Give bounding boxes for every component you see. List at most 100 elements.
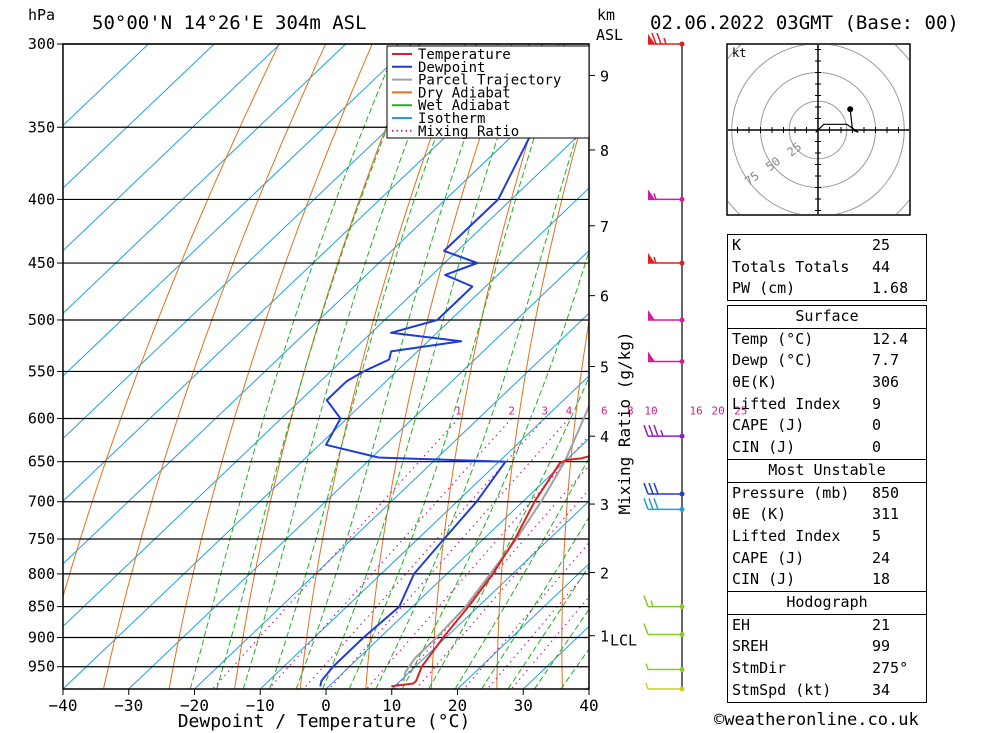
pressure-tick-label: 300 [28,35,55,53]
wind-barb-flag [643,498,649,510]
legend-box [386,45,590,139]
most-unstable-row: CIN (J) 18 [728,569,926,591]
wind-barb-flag [643,482,649,495]
hodograph-row: StmSpd (kt) 34 [728,680,926,702]
wind-barb-half-flag [650,600,654,607]
index-value: 0 [872,438,882,457]
wind-barb-half-flag [653,193,657,200]
isotherm-line [63,44,478,440]
dry-adiabat-line [430,44,560,689]
hodograph-ring-label: 25 [784,139,804,159]
mixing-ratio-line [303,418,546,689]
surface-row: CIN (J) 0 [728,437,926,459]
wet-adiabat-line [348,44,566,689]
wind-barb-pennant [648,34,655,44]
index-label: CIN (J) [732,570,796,589]
plot-frame [62,43,590,690]
wind-barb-flag [648,498,654,510]
height-tick-label: 1 [600,628,609,646]
isotherm-line [63,44,281,252]
index-label: Lifted Index [732,394,841,413]
temperature-tick-label: −30 [114,696,143,715]
pressure-tick-label: 650 [28,453,55,471]
pressure-tick-label: 800 [28,565,55,583]
index-value: 0 [872,416,882,435]
temperature-tick-label: 30 [514,696,533,715]
indices-lower-table: Surface Temp (°C) 12.4 Dewp (°C) 7.7 θE(K) 306… [727,305,927,703]
isotherm-line [63,44,215,189]
wind-barb-flag [653,498,659,510]
height-tick-label: 9 [600,67,609,85]
dry-adiabat-line [625,44,699,689]
index-label: CIN (J) [732,438,796,457]
wind-barb-flag [656,32,662,45]
wind-barb-flag [651,32,657,45]
height-tick-label: 8 [600,142,609,160]
index-label: Pressure (mb) [732,483,850,502]
wet-adiabat-line [428,375,589,689]
wind-barb-half-flag [645,682,649,690]
wind-barb-pennant [648,253,655,264]
pressure-tick-label: 550 [28,362,55,380]
mixing-ratio-label: 25 [734,404,747,417]
index-label: CAPE (J) [732,548,805,567]
surface-row: CAPE (J) 0 [728,415,926,437]
wet-adiabat-line [269,44,471,689]
hodograph-unit-label: kt [732,46,746,60]
wet-adiabat-line [454,456,589,689]
pressure-tick-label: 900 [28,629,55,647]
wet-adiabat-line [322,44,530,689]
legend-entry: Dry Adiabat [418,85,511,101]
dry-adiabat-line [103,44,327,689]
pressure-tick-label: 850 [28,598,55,616]
pressure-tick-label: 950 [28,658,55,676]
wind-barb-flag [643,424,649,437]
surface-row: Lifted Index 9 [728,394,926,416]
pressure-tick-label: 500 [28,311,55,329]
wind-barb-flag [653,424,659,437]
wind-barb-pennant [648,351,655,362]
mixing-ratio-label: 10 [644,404,657,417]
index-value: 99 [872,637,891,656]
wind-barb-half-flag [660,429,664,437]
wet-adiabat-line [375,92,589,689]
dry-adiabat-line [63,44,280,599]
index-label: SREH [732,637,769,656]
hodograph-row: StmDir 275° [728,658,926,680]
isotherm-line [457,563,589,689]
legend-entry: Dewpoint [418,60,485,76]
hodograph-row: EH 21 [728,615,926,637]
index-value: 12.4 [872,329,909,348]
dry-adiabat-line [299,44,466,689]
index-value: 21 [872,615,891,634]
index-value: 25 [872,236,891,254]
isotherm-line [63,187,589,689]
index-label: CAPE (J) [732,416,805,435]
wind-barb-pennant [648,189,655,200]
hodograph-ring-label: 75 [742,169,762,189]
legend-entry: Mixing Ratio [418,124,519,140]
mixing-ratio-label: 1 [455,404,462,417]
wet-adiabat-line [295,44,499,689]
parcel-trajectory-curve [402,403,589,681]
index-value: 275° [872,659,909,677]
index-value: 5 [872,526,882,545]
mixing-ratio-label: 8 [627,404,634,417]
wet-adiabat-line [242,44,445,689]
most-unstable-row: CAPE (J) 24 [728,548,926,570]
wet-adiabat-line [216,44,421,689]
asl-label: ASL [596,26,623,44]
wet-adiabat-line [189,44,399,689]
most-unstable-row: θE (K) 311 [728,504,926,526]
mixing-ratio-line [463,541,589,689]
index-label: EH [732,615,751,634]
pressure-tick-label: 750 [28,530,55,548]
isotherm-line [391,500,589,689]
mixing-ratio-line [268,418,513,689]
index-label: StmDir [732,659,787,677]
index-value: 9 [872,394,882,413]
index-label: Dewp (°C) [732,351,814,370]
indices-top-table: K 25 Totals Totals 44 PW (cm) 1.68 [727,234,927,301]
wind-barb-flag [643,595,649,607]
